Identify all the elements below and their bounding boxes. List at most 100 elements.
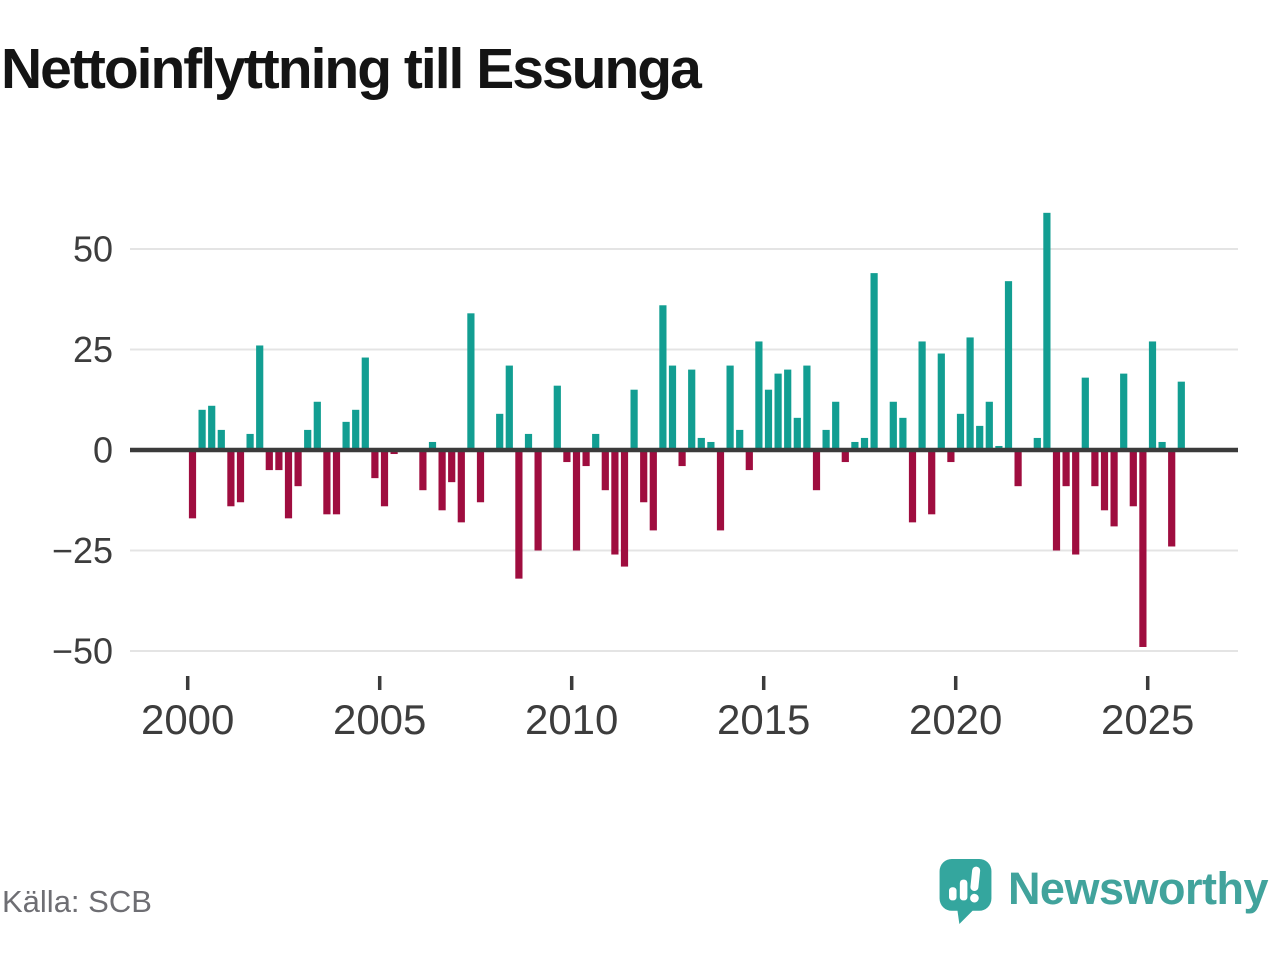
- bar: [428, 441, 437, 450]
- bar: [208, 405, 216, 450]
- bar: [841, 450, 849, 463]
- bar: [553, 385, 561, 450]
- bar: [908, 450, 917, 523]
- bar: [1110, 450, 1118, 527]
- bar: [688, 369, 696, 450]
- bar: [659, 305, 667, 450]
- bar: [438, 450, 446, 511]
- bar: [448, 450, 456, 483]
- bar: [860, 437, 869, 450]
- bar: [1158, 441, 1166, 450]
- bar: [640, 450, 648, 503]
- y-axis-label: 50: [73, 229, 113, 270]
- x-axis-label: 2025: [1101, 696, 1194, 743]
- bar: [1072, 450, 1080, 555]
- bar: [1148, 341, 1157, 450]
- bar: [1033, 437, 1041, 450]
- x-axis-label: 2005: [333, 696, 426, 743]
- bar: [572, 450, 581, 551]
- bar: [227, 450, 235, 507]
- bar: [265, 450, 273, 471]
- bar: [956, 413, 965, 450]
- bar: [937, 353, 945, 450]
- bar: [889, 401, 897, 450]
- bar: [256, 345, 264, 450]
- bar: [236, 450, 245, 503]
- bar: [534, 450, 542, 551]
- bar: [851, 441, 859, 450]
- bar: [323, 450, 331, 515]
- bar: [947, 450, 955, 463]
- bar: [793, 417, 801, 450]
- bar: [1004, 281, 1013, 450]
- bar: [601, 450, 609, 491]
- bar: [352, 409, 360, 450]
- y-axis-label: −25: [52, 530, 113, 571]
- bar: [870, 273, 878, 450]
- brand-name: Newsworthy: [1007, 862, 1269, 914]
- bar: [1043, 212, 1051, 450]
- bar: [784, 369, 792, 450]
- newsworthy-bubble-chart-icon: [939, 858, 992, 924]
- brand-logo: Newsworthy: [937, 858, 1269, 924]
- bar: [899, 417, 907, 450]
- bar: [764, 389, 773, 450]
- bar: [803, 365, 811, 450]
- bar: [1139, 450, 1147, 647]
- bar: [928, 450, 936, 515]
- bar: [649, 450, 657, 531]
- page-title: Nettoinflyttning till Essunga: [1, 37, 702, 101]
- bar: [496, 413, 504, 450]
- bar: [678, 450, 686, 467]
- bar: [582, 450, 590, 467]
- bar: [371, 450, 379, 479]
- bar: [985, 401, 993, 450]
- bar: [217, 429, 225, 450]
- source-note: Källa: SCB: [2, 884, 152, 919]
- bar: [342, 421, 350, 450]
- bar: [1014, 450, 1022, 487]
- bar: [294, 450, 302, 487]
- bar: [332, 450, 341, 515]
- bar: [1120, 373, 1128, 450]
- bar: [918, 341, 926, 450]
- x-axis-label: 2000: [141, 696, 234, 743]
- bar: [812, 450, 821, 491]
- bar: [716, 450, 725, 531]
- x-axis-label: 2020: [909, 696, 1002, 743]
- bar: [736, 429, 744, 450]
- bar: [1100, 450, 1109, 511]
- y-axis-label: 0: [93, 430, 113, 471]
- bar: [419, 450, 427, 491]
- bar: [1052, 450, 1061, 551]
- bar: [611, 450, 619, 555]
- bar: [1062, 450, 1070, 487]
- bar: [246, 433, 254, 450]
- bar: [1129, 450, 1137, 507]
- bar: [563, 450, 571, 463]
- bar: [966, 337, 974, 450]
- bar: [476, 450, 485, 503]
- bar: [515, 450, 523, 579]
- bar: [1177, 381, 1185, 450]
- y-axis-label: −50: [52, 631, 113, 672]
- bar: [745, 450, 753, 471]
- y-axis-label: 25: [73, 329, 113, 370]
- bar: [592, 433, 600, 450]
- bar: [361, 357, 369, 450]
- bar: [755, 341, 763, 450]
- bar: [726, 365, 734, 450]
- bar: [198, 409, 206, 450]
- bar: [524, 433, 533, 450]
- bar: [630, 389, 638, 450]
- bar: [774, 373, 782, 450]
- bar: [620, 450, 629, 567]
- bar: [505, 365, 513, 450]
- bar: [1081, 377, 1089, 450]
- bar: [707, 441, 715, 450]
- bar: [1091, 450, 1099, 487]
- bar: [1168, 450, 1176, 547]
- bar: [697, 437, 705, 450]
